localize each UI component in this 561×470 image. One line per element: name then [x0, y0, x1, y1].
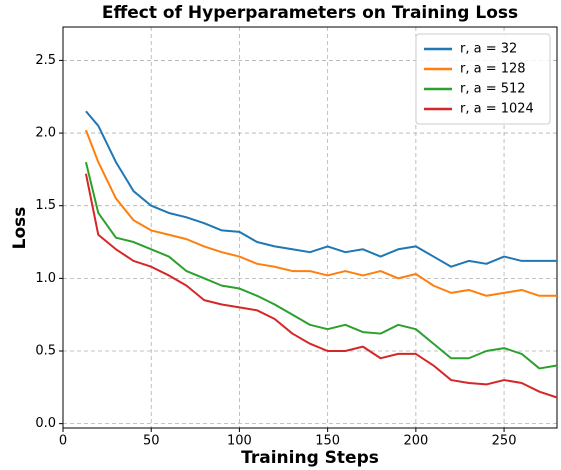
legend-label: r, a = 1024	[460, 102, 534, 117]
legend-label: r, a = 32	[460, 42, 517, 57]
x-tick-label: 200	[403, 434, 428, 449]
y-tick-label: 0.5	[35, 343, 56, 358]
legend-label: r, a = 128	[460, 62, 526, 77]
x-tick-label: 150	[315, 434, 340, 449]
series-line	[85, 110, 557, 268]
legend-box	[415, 33, 551, 125]
legend-label: r, a = 512	[460, 82, 526, 97]
series-line	[84, 161, 558, 370]
plot-frame	[62, 26, 558, 429]
chart-title: Effect of Hyperparameters on Training Lo…	[102, 3, 518, 23]
x-axis-label: Training Steps	[241, 448, 379, 468]
y-axis-label: Loss	[10, 207, 30, 250]
x-tick-label: 100	[227, 434, 252, 449]
y-tick-label: 1.5	[35, 198, 56, 213]
y-tick-label: 2.5	[35, 53, 56, 68]
x-tick-label: 0	[59, 434, 67, 449]
x-tick-label: 250	[492, 434, 517, 449]
y-tick-label: 2.0	[35, 126, 56, 141]
x-tick-label: 50	[143, 434, 160, 449]
series-line	[84, 173, 558, 399]
y-tick-label: 1.0	[35, 271, 56, 286]
y-tick-label: 0.0	[35, 416, 56, 431]
series-line	[85, 129, 557, 297]
